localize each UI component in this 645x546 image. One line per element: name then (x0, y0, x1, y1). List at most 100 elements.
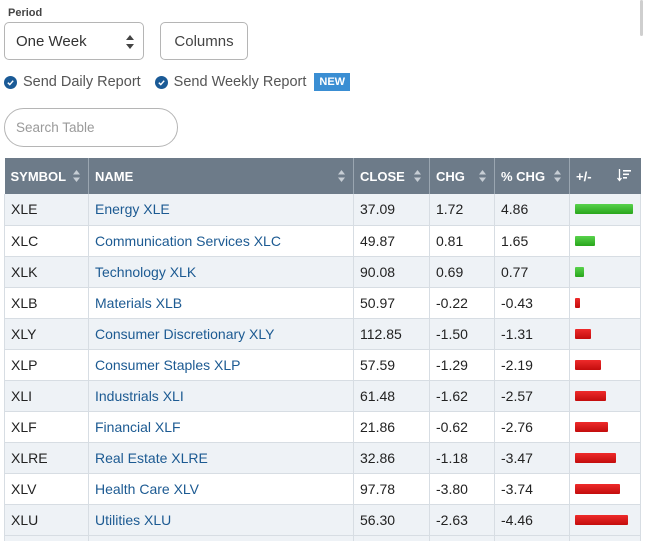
cell-symbol: XLI (4, 380, 89, 412)
cell-close: 49.87 (353, 225, 430, 257)
check-icon (4, 75, 17, 89)
cell-name: Financial XLF (88, 411, 354, 443)
symbol-name-link[interactable]: Materials XLB (95, 294, 183, 311)
cell-pct-chg: -1.31 (494, 318, 570, 350)
table-row-partial (4, 535, 641, 541)
table-row[interactable]: XLC Communication Services XLC 49.87 0.81 1.… (4, 225, 641, 257)
symbol-name-link[interactable]: Real Estate XLRE (95, 449, 208, 466)
cell-pct-chg: 0.77 (494, 256, 570, 288)
table-row[interactable]: XLB Materials XLB 50.97 -0.22 -0.43 (4, 287, 641, 319)
cell-chg: -3.80 (429, 473, 495, 505)
positive-change-bar (575, 204, 633, 215)
cell-empty (4, 535, 89, 541)
cell-pct-chg: -2.76 (494, 411, 570, 443)
header-plus-minus[interactable]: +/- (569, 158, 641, 194)
sort-icon (73, 170, 80, 182)
send-daily-report-label: Send Daily Report (23, 74, 141, 90)
cell-plus-minus (569, 411, 641, 443)
scrollbar[interactable] (640, 0, 643, 36)
cell-symbol: XLRE (4, 442, 89, 474)
send-weekly-report-label: Send Weekly Report (173, 74, 307, 90)
table-row[interactable]: XLI Industrials XLI 61.48 -1.62 -2.57 (4, 380, 641, 412)
cell-plus-minus (569, 504, 641, 536)
period-label: Period (8, 7, 43, 19)
send-weekly-report-checkbox[interactable]: Send Weekly Report (154, 74, 307, 90)
table-header-row: SYMBOL NAME CLOSE CHG % CHG +/- (4, 158, 641, 194)
cell-name: Technology XLK (88, 256, 354, 288)
sort-icon (479, 170, 486, 182)
header-name[interactable]: NAME (88, 158, 354, 194)
cell-symbol: XLV (4, 473, 89, 505)
cell-pct-chg: -0.43 (494, 287, 570, 319)
symbol-name-link[interactable]: Health Care XLV (95, 480, 200, 497)
sort-descending-icon (616, 169, 631, 182)
cell-chg: -1.50 (429, 318, 495, 350)
symbol-name-link[interactable]: Technology XLK (95, 263, 197, 280)
search-input[interactable] (4, 108, 178, 147)
cell-name: Consumer Staples XLP (88, 349, 354, 381)
cell-name: Industrials XLI (88, 380, 354, 412)
positive-change-bar (575, 235, 595, 246)
cell-name: Energy XLE (88, 194, 354, 226)
period-select[interactable]: One Week (4, 22, 144, 60)
check-icon (154, 75, 168, 89)
cell-name: Health Care XLV (88, 473, 354, 505)
cell-pct-chg: 1.65 (494, 225, 570, 257)
cell-symbol: XLK (4, 256, 89, 288)
cell-pct-chg: -2.57 (494, 380, 570, 412)
table-row[interactable]: XLV Health Care XLV 97.78 -3.80 -3.74 (4, 473, 641, 505)
negative-change-bar (575, 390, 606, 401)
report-options: Send Daily Report Send Weekly Report NEW (4, 73, 351, 91)
symbol-name-link[interactable]: Utilities XLU (95, 511, 172, 528)
cell-chg: -0.62 (429, 411, 495, 443)
negative-change-bar (575, 421, 608, 432)
symbol-name-link[interactable]: Energy XLE (95, 201, 170, 218)
table-row[interactable]: XLRE Real Estate XLRE 32.86 -1.18 -3.47 (4, 442, 641, 474)
header-chg[interactable]: CHG (429, 158, 495, 194)
header-symbol-label: SYMBOL (10, 168, 67, 184)
columns-button[interactable]: Columns (160, 22, 248, 60)
positive-change-bar (575, 266, 584, 277)
symbol-name-link[interactable]: Communication Services XLC (95, 232, 281, 249)
table-row[interactable]: XLK Technology XLK 90.08 0.69 0.77 (4, 256, 641, 288)
table-row[interactable]: XLF Financial XLF 21.86 -0.62 -2.76 (4, 411, 641, 443)
cell-close: 56.30 (353, 504, 430, 536)
cell-plus-minus (569, 225, 641, 257)
header-symbol[interactable]: SYMBOL (4, 158, 89, 194)
table-row[interactable]: XLU Utilities XLU 56.30 -2.63 -4.46 (4, 504, 641, 536)
table-row[interactable]: XLE Energy XLE 37.09 1.72 4.86 (4, 194, 641, 226)
header-pct-chg[interactable]: % CHG (494, 158, 570, 194)
sort-icon (338, 170, 345, 182)
cell-name: Consumer Discretionary XLY (88, 318, 354, 350)
symbol-name-link[interactable]: Industrials XLI (95, 387, 184, 404)
cell-name: Utilities XLU (88, 504, 354, 536)
cell-symbol: XLU (4, 504, 89, 536)
cell-empty (494, 535, 570, 541)
cell-plus-minus (569, 442, 641, 474)
cell-symbol: XLY (4, 318, 89, 350)
cell-chg: 0.69 (429, 256, 495, 288)
cell-close: 50.97 (353, 287, 430, 319)
cell-pct-chg: -2.19 (494, 349, 570, 381)
negative-change-bar (575, 514, 628, 525)
cell-close: 21.86 (353, 411, 430, 443)
cell-close: 90.08 (353, 256, 430, 288)
symbol-name-link[interactable]: Consumer Staples XLP (95, 356, 241, 373)
cell-chg: -1.29 (429, 349, 495, 381)
sector-table: SYMBOL NAME CLOSE CHG % CHG +/- (4, 158, 641, 541)
header-close[interactable]: CLOSE (353, 158, 430, 194)
symbol-name-link[interactable]: Consumer Discretionary XLY (95, 325, 275, 342)
send-daily-report-checkbox[interactable]: Send Daily Report (4, 74, 141, 90)
cell-chg: 1.72 (429, 194, 495, 226)
cell-plus-minus (569, 287, 641, 319)
period-select-value: One Week (16, 32, 87, 50)
header-pct-chg-label: % CHG (501, 168, 546, 184)
cell-plus-minus (569, 380, 641, 412)
symbol-name-link[interactable]: Financial XLF (95, 418, 181, 435)
negative-change-bar (575, 483, 620, 494)
table-row[interactable]: XLP Consumer Staples XLP 57.59 -1.29 -2.19 (4, 349, 641, 381)
cell-empty (569, 535, 641, 541)
table-row[interactable]: XLY Consumer Discretionary XLY 112.85 -1.50… (4, 318, 641, 350)
cell-plus-minus (569, 256, 641, 288)
cell-chg: -0.22 (429, 287, 495, 319)
